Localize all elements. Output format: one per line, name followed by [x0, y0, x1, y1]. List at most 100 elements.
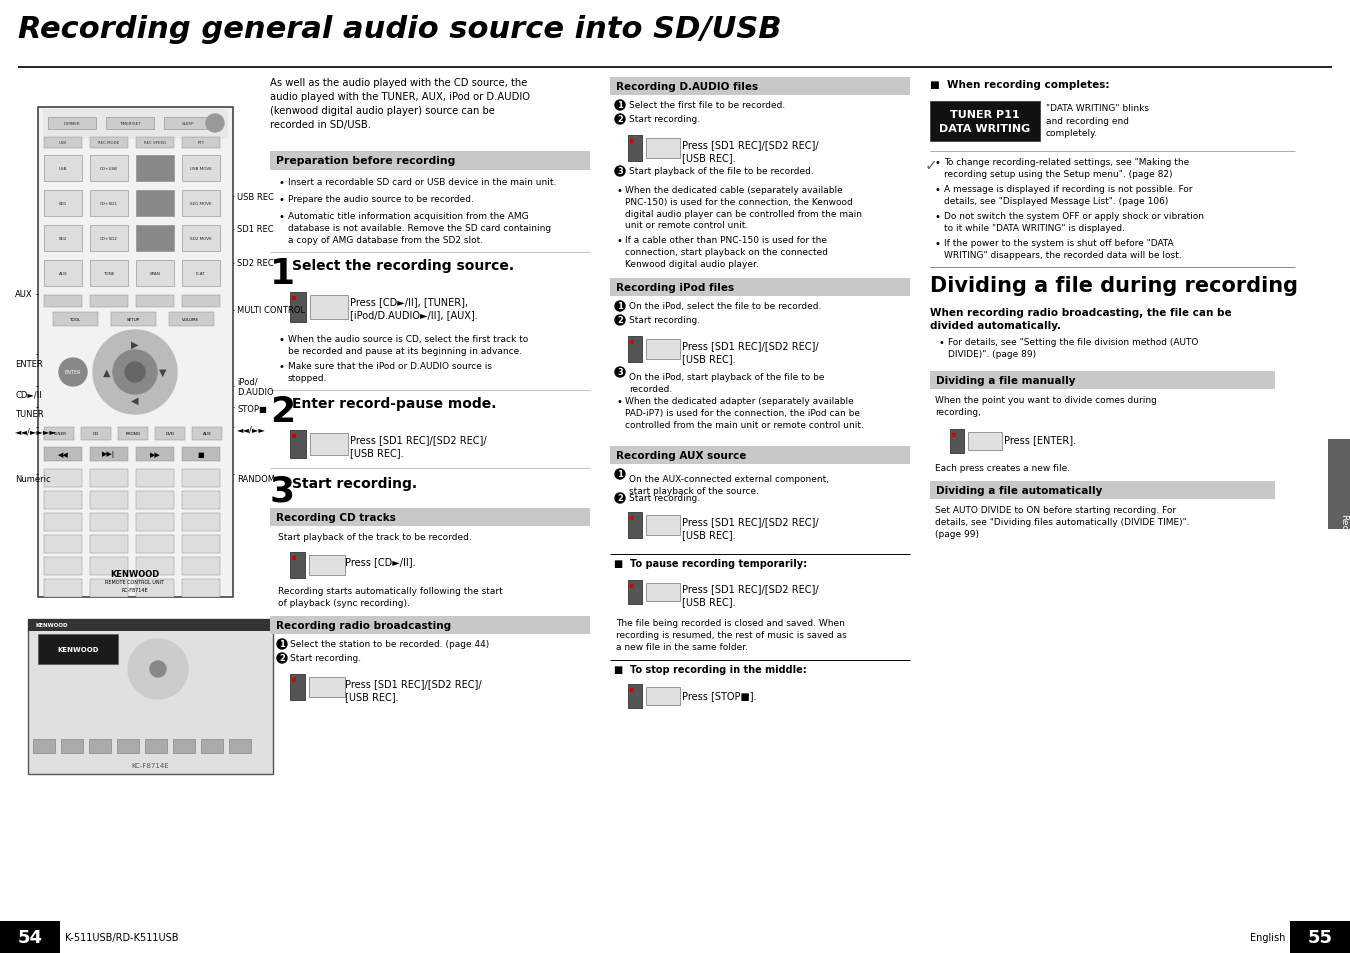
- Bar: [38, 635, 117, 664]
- Text: 1: 1: [617, 101, 622, 111]
- Text: REC SPEED: REC SPEED: [144, 141, 166, 146]
- Text: When the dedicated cable (separately available
PNC-150) is used for the connecti: When the dedicated cable (separately ava…: [625, 186, 863, 231]
- Text: SD2: SD2: [59, 236, 68, 241]
- Bar: [230, 740, 251, 753]
- Bar: [182, 261, 220, 287]
- Bar: [45, 448, 82, 461]
- Bar: [38, 108, 234, 598]
- Bar: [53, 313, 99, 327]
- Text: ■: ■: [197, 452, 204, 457]
- Bar: [930, 481, 1274, 499]
- Bar: [182, 138, 220, 149]
- Text: Insert a recordable SD card or USB device in the main unit.: Insert a recordable SD card or USB devic…: [288, 178, 556, 187]
- Bar: [90, 261, 128, 287]
- Bar: [290, 553, 305, 578]
- Text: Preparation before recording: Preparation before recording: [275, 156, 455, 166]
- Circle shape: [128, 639, 188, 700]
- Text: As well as the audio played with the CD source, the
audio played with the TUNER,: As well as the audio played with the CD …: [270, 78, 531, 130]
- Bar: [309, 678, 346, 698]
- Text: FLAT: FLAT: [196, 272, 205, 275]
- Text: TUNER P11
DATA WRITING: TUNER P11 DATA WRITING: [940, 111, 1030, 133]
- Text: 54: 54: [18, 928, 42, 946]
- Bar: [117, 740, 139, 753]
- Bar: [630, 340, 634, 345]
- Bar: [90, 470, 128, 488]
- Text: 1: 1: [270, 256, 296, 291]
- Text: Press [ENTER].: Press [ENTER].: [1004, 435, 1076, 444]
- Bar: [136, 470, 174, 488]
- Bar: [90, 579, 128, 598]
- Bar: [952, 434, 956, 437]
- Bar: [136, 138, 174, 149]
- Text: The file being recorded is closed and saved. When
recording is resumed, the rest: The file being recorded is closed and sa…: [616, 618, 846, 651]
- Bar: [45, 191, 82, 216]
- Circle shape: [59, 358, 86, 387]
- Text: iPod/
D.AUDIO: iPod/ D.AUDIO: [238, 376, 274, 396]
- Text: •: •: [616, 235, 622, 246]
- Text: Recording CD tracks: Recording CD tracks: [275, 513, 396, 522]
- Text: Recording general audio source into SD/USB: Recording general audio source into SD/U…: [18, 15, 782, 44]
- Text: SLEEP: SLEEP: [182, 122, 194, 126]
- Text: TUNER: TUNER: [15, 410, 43, 419]
- Bar: [45, 156, 82, 182]
- Circle shape: [126, 363, 144, 382]
- Text: On the AUX-connected external component,
start playback of the source.: On the AUX-connected external component,…: [629, 475, 829, 496]
- Bar: [630, 584, 634, 588]
- Text: Start recording.: Start recording.: [292, 476, 417, 491]
- Bar: [310, 295, 348, 319]
- Bar: [647, 516, 680, 536]
- Text: Recording starts automatically following the start
of playback (sync recording).: Recording starts automatically following…: [278, 586, 502, 607]
- Text: KENWOOD: KENWOOD: [36, 623, 69, 628]
- Text: Recording iPod files: Recording iPod files: [616, 283, 734, 293]
- Bar: [163, 118, 212, 130]
- Bar: [107, 118, 154, 130]
- Bar: [610, 447, 910, 464]
- Bar: [90, 191, 128, 216]
- Text: RANDOM: RANDOM: [238, 475, 275, 484]
- Bar: [43, 110, 228, 140]
- Text: Press [SD1 REC]/[SD2 REC]/
[USB REC].: Press [SD1 REC]/[SD2 REC]/ [USB REC].: [682, 517, 818, 539]
- Bar: [182, 448, 220, 461]
- Bar: [270, 152, 590, 170]
- Text: When the dedicated adapter (separately available
PAD-iP7) is used for the connec: When the dedicated adapter (separately a…: [625, 396, 864, 429]
- Text: RC-F8714E: RC-F8714E: [122, 587, 148, 593]
- Bar: [647, 139, 680, 159]
- Bar: [136, 226, 174, 252]
- Bar: [136, 514, 174, 532]
- Text: ▶▶: ▶▶: [150, 452, 161, 457]
- Text: ENTER: ENTER: [65, 370, 81, 375]
- Bar: [628, 136, 643, 162]
- Bar: [81, 428, 111, 440]
- Text: Press [STOP■].: Press [STOP■].: [682, 690, 756, 700]
- Bar: [136, 156, 174, 182]
- Bar: [182, 156, 220, 182]
- Bar: [0, 921, 59, 953]
- Bar: [90, 492, 128, 510]
- Text: •: •: [278, 212, 283, 222]
- Bar: [292, 435, 296, 438]
- Text: DIMMER: DIMMER: [63, 122, 81, 126]
- Bar: [930, 102, 1040, 142]
- Text: On the iPod, select the file to be recorded.: On the iPod, select the file to be recor…: [629, 302, 821, 312]
- Bar: [647, 687, 680, 705]
- Text: On the iPod, start playback of the file to be
recorded.: On the iPod, start playback of the file …: [629, 373, 825, 394]
- Text: MULTI CONTROL: MULTI CONTROL: [238, 306, 305, 315]
- Text: REC MODE: REC MODE: [99, 141, 120, 146]
- Bar: [182, 226, 220, 252]
- Bar: [136, 492, 174, 510]
- Text: CD: CD: [93, 432, 99, 436]
- Bar: [45, 558, 82, 576]
- Bar: [628, 336, 643, 363]
- Bar: [136, 558, 174, 576]
- Text: •: •: [278, 178, 283, 188]
- Text: 55: 55: [1308, 928, 1332, 946]
- Bar: [136, 295, 174, 308]
- Bar: [270, 509, 590, 526]
- Text: •: •: [934, 158, 940, 168]
- Circle shape: [113, 351, 157, 395]
- Bar: [292, 679, 296, 682]
- Bar: [90, 448, 128, 461]
- Bar: [628, 513, 643, 538]
- Text: ◀◀: ◀◀: [58, 452, 69, 457]
- Text: KC-F8714E: KC-F8714E: [131, 762, 169, 768]
